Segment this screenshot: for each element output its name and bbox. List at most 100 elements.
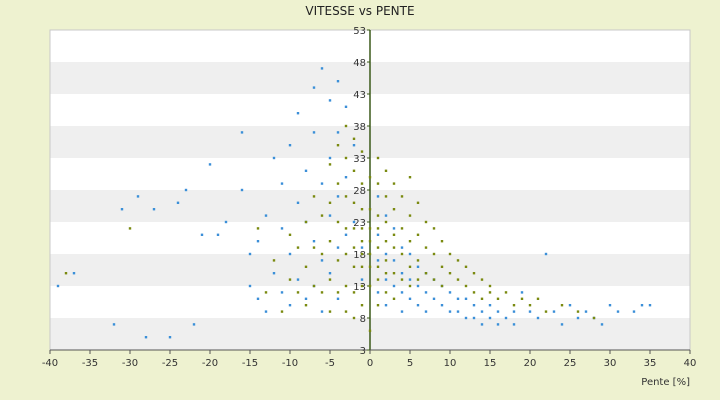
- data-point-series-1: [400, 246, 404, 249]
- data-point-series-1: [464, 297, 468, 300]
- data-point-series-2: [352, 291, 356, 294]
- data-point-series-2: [376, 156, 380, 160]
- data-point-series-1: [648, 304, 652, 307]
- data-point-series-2: [392, 272, 396, 275]
- data-point-series-1: [216, 233, 220, 236]
- data-point-series-2: [424, 220, 428, 224]
- data-point-series-1: [496, 323, 500, 326]
- data-point-series-1: [176, 201, 180, 204]
- data-point-series-1: [464, 316, 468, 320]
- data-point-series-2: [344, 284, 348, 288]
- data-point-series-2: [288, 233, 292, 236]
- data-point-series-1: [264, 214, 268, 217]
- data-point-series-2: [352, 169, 356, 172]
- data-point-series-1: [360, 278, 364, 281]
- data-point-series-2: [464, 284, 468, 288]
- data-point-series-2: [376, 182, 380, 185]
- data-point-series-2: [272, 259, 276, 262]
- data-point-series-1: [120, 208, 124, 211]
- data-point-series-1: [360, 246, 364, 249]
- data-point-series-2: [448, 252, 452, 256]
- data-point-series-2: [336, 291, 340, 294]
- data-point-series-2: [336, 259, 340, 262]
- data-point-series-2: [376, 227, 380, 230]
- data-point-series-1: [336, 246, 340, 249]
- data-point-series-1: [240, 131, 244, 134]
- data-point-series-2: [360, 240, 364, 243]
- data-point-series-2: [408, 176, 412, 179]
- data-point-series-1: [472, 316, 476, 320]
- data-point-series-2: [312, 195, 316, 198]
- data-point-series-2: [480, 278, 484, 281]
- data-point-series-2: [360, 265, 364, 268]
- data-point-series-1: [384, 214, 388, 217]
- data-point-series-1: [336, 195, 340, 198]
- data-point-series-1: [392, 227, 396, 230]
- data-point-series-2: [336, 144, 340, 147]
- x-tick-label: 10: [444, 358, 457, 369]
- data-point-series-2: [528, 304, 532, 307]
- data-point-series-2: [360, 150, 364, 153]
- data-point-series-2: [400, 252, 404, 256]
- data-point-series-1: [344, 176, 348, 179]
- data-point-series-2: [296, 291, 300, 294]
- data-point-series-1: [256, 240, 260, 243]
- data-point-series-1: [448, 291, 452, 294]
- y-tick-label: 43: [353, 90, 366, 101]
- data-point-series-2: [456, 259, 460, 262]
- data-point-series-1: [416, 284, 420, 288]
- data-point-series-2: [496, 297, 500, 300]
- data-point-series-2: [360, 252, 364, 256]
- data-point-series-1: [392, 284, 396, 288]
- data-point-series-2: [376, 214, 380, 217]
- data-point-series-1: [320, 67, 324, 70]
- data-point-series-2: [304, 304, 308, 307]
- data-point-series-1: [248, 284, 252, 288]
- data-point-series-1: [304, 169, 308, 172]
- x-tick-label: -5: [325, 358, 335, 369]
- data-point-series-1: [112, 323, 116, 326]
- data-point-series-2: [312, 246, 316, 249]
- chart-title: VITESSE vs PENTE: [305, 4, 414, 18]
- data-point-series-2: [576, 310, 580, 313]
- data-point-series-2: [360, 284, 364, 288]
- data-point-series-2: [416, 201, 420, 204]
- data-point-series-1: [320, 259, 324, 262]
- data-point-series-2: [392, 297, 396, 300]
- x-tick-label: -20: [202, 358, 218, 369]
- data-point-series-2: [512, 304, 516, 307]
- data-point-series-1: [480, 323, 484, 326]
- data-point-series-1: [400, 291, 404, 294]
- data-point-series-2: [392, 182, 396, 185]
- data-point-series-1: [296, 112, 300, 115]
- data-point-series-1: [576, 316, 580, 320]
- data-point-series-2: [344, 124, 348, 128]
- data-point-series-2: [352, 227, 356, 230]
- data-point-series-2: [488, 291, 492, 294]
- data-point-series-2: [368, 176, 372, 179]
- y-tick-label: 8: [360, 314, 366, 325]
- data-point-series-1: [536, 316, 540, 320]
- data-point-series-1: [328, 214, 332, 217]
- data-point-series-2: [472, 272, 476, 275]
- data-point-series-2: [360, 304, 364, 307]
- plot-bands: [49, 29, 691, 351]
- data-point-series-1: [416, 265, 420, 268]
- data-point-series-1: [344, 233, 348, 236]
- data-point-series-1: [280, 291, 284, 294]
- data-point-series-2: [400, 195, 404, 198]
- data-point-series-2: [416, 278, 420, 281]
- data-point-series-1: [408, 297, 412, 300]
- data-point-series-2: [368, 265, 372, 268]
- data-point-series-1: [424, 310, 428, 313]
- data-point-series-1: [136, 195, 140, 198]
- data-point-series-2: [304, 265, 308, 268]
- data-point-series-2: [392, 208, 396, 211]
- x-tick-label: 30: [604, 358, 617, 369]
- data-point-series-1: [352, 144, 356, 147]
- data-point-series-2: [392, 246, 396, 249]
- data-point-series-1: [240, 188, 244, 192]
- data-point-series-2: [384, 272, 388, 275]
- data-point-series-1: [264, 310, 268, 313]
- x-tick-label: -40: [42, 358, 58, 369]
